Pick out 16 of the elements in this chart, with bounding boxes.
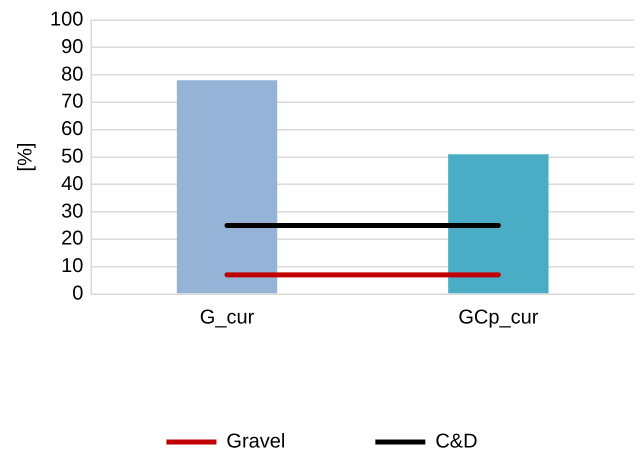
y-tick-label: 40 bbox=[61, 172, 84, 195]
x-tick-label: G_cur bbox=[200, 306, 255, 329]
y-tick-label: 10 bbox=[61, 255, 84, 278]
y-tick-label: 70 bbox=[61, 90, 84, 113]
y-tick-label: 60 bbox=[61, 118, 84, 140]
y-tick-label: 0 bbox=[72, 282, 84, 305]
x-tick-label: GCp_cur bbox=[458, 306, 539, 329]
y-tick-label: 50 bbox=[61, 146, 84, 168]
legend-label: C&D bbox=[435, 430, 478, 453]
legend-label: Gravel bbox=[226, 430, 286, 453]
y-tick-label: 80 bbox=[61, 63, 84, 86]
y-tick-label: 20 bbox=[61, 228, 84, 250]
y-tick-label: 30 bbox=[61, 200, 84, 222]
y-tick-label: 100 bbox=[50, 8, 84, 31]
y-axis-title: [%] bbox=[14, 142, 37, 172]
y-tick-label: 90 bbox=[61, 36, 84, 58]
